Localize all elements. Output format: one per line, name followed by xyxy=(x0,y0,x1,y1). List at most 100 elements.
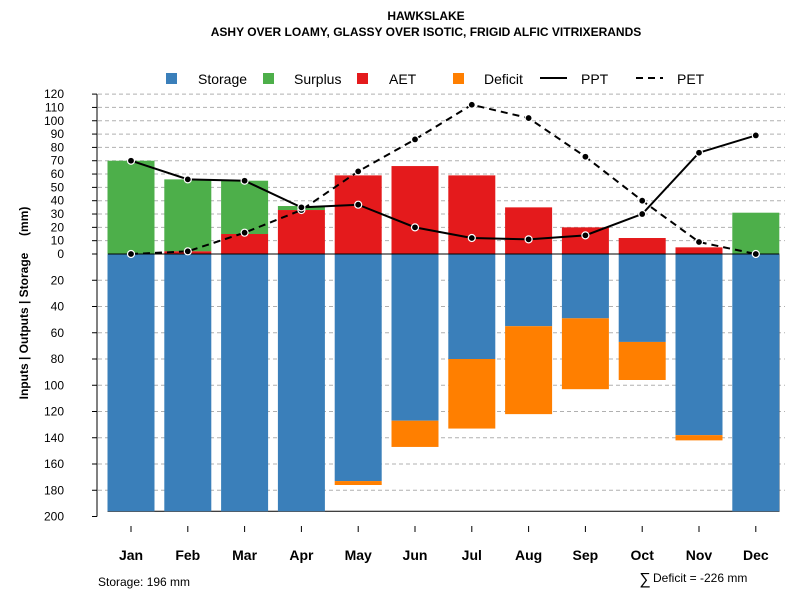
y-tick-label-neg-200: 200 xyxy=(44,510,64,524)
bar-surplus-mar xyxy=(221,180,269,235)
point-pet-feb xyxy=(183,247,192,256)
point-ppt-jun xyxy=(410,223,420,232)
point-ppt-feb xyxy=(183,175,192,184)
y-tick-label-pos-0: 0 xyxy=(57,247,64,261)
y-tick-label-neg-160: 160 xyxy=(44,457,64,471)
line-ppt xyxy=(130,134,757,241)
legend-label-deficit: Deficit xyxy=(484,71,523,87)
bar-storage-jul xyxy=(448,254,496,359)
y-axis-title: Inputs | Outputs | Storage (mm) xyxy=(17,207,31,400)
point-ppt-nov xyxy=(694,148,704,157)
y-tick-label-pos-60: 60 xyxy=(51,167,65,181)
point-ppt-dec xyxy=(751,131,760,140)
legend: Storage Surplus AET Deficit PPT PET xyxy=(166,71,705,87)
point-ppt-mar xyxy=(240,176,249,185)
point-pet-jul xyxy=(467,100,476,109)
point-ppt-sep xyxy=(581,231,590,240)
bar-deficit-oct xyxy=(618,341,666,380)
bar-storage-nov xyxy=(675,254,723,436)
point-pet-nov xyxy=(694,237,704,247)
chart-subtitle: ASHY OVER LOAMY, GLASSY OVER ISOTIC, FRI… xyxy=(211,25,642,39)
y-tick-label-pos-10: 10 xyxy=(51,234,65,248)
legend-swatch-storage xyxy=(166,73,177,84)
bar-storage-apr xyxy=(277,254,325,512)
y-tick-label-pos-40: 40 xyxy=(51,194,65,208)
chart-title: HAWKSLAKE xyxy=(387,9,464,23)
y-tick-label-pos-20: 20 xyxy=(51,220,65,234)
y-tick-label-pos-110: 110 xyxy=(45,100,64,114)
point-pet-aug xyxy=(524,113,533,123)
point-pet-sep xyxy=(581,152,590,161)
point-ppt-oct xyxy=(638,209,647,219)
bar-aet-jul xyxy=(448,175,496,254)
legend-label-surplus: Surplus xyxy=(294,71,341,87)
legend-label-storage: Storage xyxy=(198,71,247,87)
bar-storage-mar xyxy=(221,254,269,512)
y-tick-label-neg-80: 80 xyxy=(51,352,65,366)
y-tick-label-pos-80: 80 xyxy=(51,140,65,154)
bar-deficit-may xyxy=(334,481,382,485)
bar-aet-nov xyxy=(675,247,723,254)
x-tick-label-apr: Apr xyxy=(289,547,314,563)
x-tick-label-may: May xyxy=(345,547,372,563)
point-pet-jan xyxy=(126,249,136,259)
legend-label-pet: PET xyxy=(677,71,705,87)
grid-lines xyxy=(98,93,785,491)
bar-aet-jun xyxy=(391,166,439,254)
y-tick-label-pos-70: 70 xyxy=(51,154,65,168)
bar-storage-jun xyxy=(391,254,439,421)
bar-aet-aug xyxy=(505,207,553,254)
y-tick-label-pos-30: 30 xyxy=(51,207,65,221)
x-tick-label-mar: Mar xyxy=(232,547,257,563)
legend-swatch-surplus xyxy=(263,73,274,84)
x-tick-label-jul: Jul xyxy=(462,547,482,563)
x-tick-label-feb: Feb xyxy=(175,547,200,563)
bar-storage-feb xyxy=(164,254,212,512)
legend-swatch-aet xyxy=(357,73,368,84)
series-lines xyxy=(126,100,760,259)
point-pet-oct xyxy=(638,196,647,205)
x-tick-label-nov: Nov xyxy=(686,547,713,563)
bar-aet-apr xyxy=(277,210,325,254)
point-pet-mar xyxy=(240,228,249,237)
bar-storage-aug xyxy=(505,254,553,327)
y-tick-label-neg-40: 40 xyxy=(51,300,65,314)
point-ppt-may xyxy=(354,200,363,209)
line-pet xyxy=(130,103,757,255)
bar-deficit-aug xyxy=(505,326,553,415)
bar-storage-oct xyxy=(618,254,666,342)
x-tick-label-jun: Jun xyxy=(403,547,428,563)
point-ppt-jan xyxy=(126,156,136,165)
point-pet-may xyxy=(354,167,363,176)
deficit-note: Deficit = -226 mm xyxy=(653,571,747,585)
x-tick-label-dec: Dec xyxy=(743,547,769,563)
x-tick-label-jan: Jan xyxy=(119,547,143,563)
legend-swatch-deficit xyxy=(453,73,464,84)
x-tick-label-aug: Aug xyxy=(515,547,542,563)
bar-deficit-sep xyxy=(561,318,609,390)
bar-storage-dec xyxy=(732,254,780,512)
bar-aet-mar xyxy=(221,234,269,254)
bar-deficit-jul xyxy=(448,359,496,429)
point-ppt-aug xyxy=(524,235,533,244)
bar-aet-oct xyxy=(618,238,666,254)
x-tick-label-sep: Sep xyxy=(573,547,599,563)
y-tick-label-pos-100: 100 xyxy=(44,114,64,128)
bar-aet-may xyxy=(334,175,382,254)
point-pet-dec xyxy=(751,249,760,259)
y-tick-label-neg-120: 120 xyxy=(44,405,64,419)
y-tick-label-pos-90: 90 xyxy=(51,127,65,141)
point-pet-jun xyxy=(410,135,420,144)
bars xyxy=(107,160,780,512)
bar-deficit-jun xyxy=(391,420,439,447)
legend-label-ppt: PPT xyxy=(581,71,609,87)
y-tick-label-neg-180: 180 xyxy=(44,483,64,497)
y-tick-label-neg-60: 60 xyxy=(51,326,65,340)
y-tick-label-neg-140: 140 xyxy=(44,431,64,445)
legend-label-aet: AET xyxy=(389,71,417,87)
deficit-sum-icon: ∑ xyxy=(639,571,650,588)
bar-surplus-dec xyxy=(732,212,780,254)
bar-storage-sep xyxy=(561,254,609,319)
bar-surplus-feb xyxy=(164,179,212,252)
x-tick-label-oct: Oct xyxy=(631,547,655,563)
